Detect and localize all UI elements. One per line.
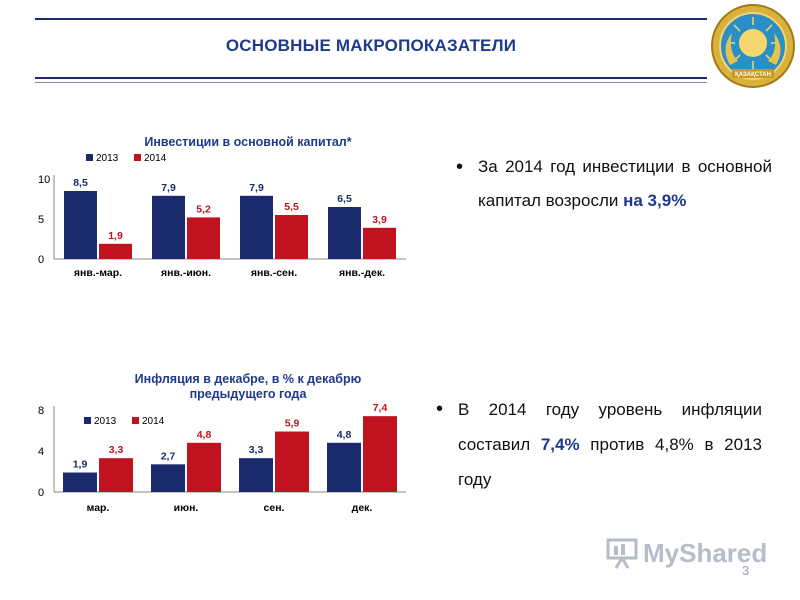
data-label: 1,9 [108,230,123,242]
data-label: 2,7 [161,450,176,462]
data-label: 7,9 [249,182,264,194]
bullet-investments: • За 2014 год инвестиции в основной капи… [456,150,772,218]
bar-2013 [327,442,361,492]
bullet-dot: • [436,398,444,420]
kazakhstan-emblem-icon: ҚАЗАҚСТАН [711,4,795,88]
data-label: 4,8 [197,429,212,441]
chart-title: Инвестиции в основной капитал* [144,135,351,149]
bar-2013 [63,472,97,492]
bar-2014 [275,431,309,492]
data-label: 3,9 [372,214,387,226]
bar-2014 [99,243,132,259]
bar-2014 [99,458,133,492]
legend-label: 2013 [96,153,119,164]
bar-2013 [152,195,185,259]
data-label: 6,5 [337,193,352,205]
bar-2013 [328,207,361,259]
x-tick-label: янв.-июн. [161,267,211,279]
bullet-investments-text: За 2014 год инвестиции в основной капита… [478,157,772,210]
bar-2014 [187,442,221,492]
y-tick-label: 10 [38,174,50,186]
y-tick-label: 8 [38,405,44,417]
data-label: 7,4 [373,402,388,414]
presentation-screen-icon [606,538,638,569]
bar-2013 [240,195,273,259]
y-tick-label: 5 [38,214,44,226]
header-rule-top [35,18,707,20]
bar-2013 [239,458,273,492]
data-label: 5,2 [196,203,211,215]
data-label: 5,5 [284,201,299,213]
legend-label: 2014 [144,153,167,164]
data-label: 5,9 [285,418,300,430]
bar-2013 [151,464,185,492]
x-tick-label: дек. [352,502,373,514]
investment-chart: Инвестиции в основной капитал* 0 5 10 2013 20… [38,135,406,279]
x-tick-label: янв.-дек. [339,267,385,279]
data-label: 8,5 [73,177,88,189]
bar-2013 [64,191,97,259]
bullet-investments-highlight: на 3,9% [623,191,687,210]
chart-title: Инфляция в декабре, в % к декабрю [135,372,362,386]
bullet-inflation-highlight: 7,4% [540,435,580,454]
legend-swatch-2013 [84,417,91,424]
data-label: 3,3 [249,444,264,456]
bullet-inflation-text-2: против 4,8% в 2013 году [458,435,763,489]
emblem-text: ҚАЗАҚСТАН [735,72,771,78]
x-tick-label: янв.-сен. [251,267,297,279]
page-title: ОСНОВНЫЕ МАКРОПОКАЗАТЕЛИ [225,36,517,55]
y-tick-label: 0 [38,254,44,266]
header-rule-bottom [35,77,707,79]
bar-2014 [187,217,220,259]
x-tick-label: июн. [174,502,199,514]
y-tick-label: 0 [38,487,44,499]
legend-label: 2013 [94,416,117,427]
legend-swatch-2014 [134,154,141,161]
watermark-text: MyShared [643,538,768,568]
inflation-chart: Инфляция в декабре, в % к декабрюпредыду… [38,372,406,514]
page-number: 3 [742,563,750,578]
chart-title: предыдущего года [190,387,308,401]
watermark: MyShared [605,536,768,572]
header-rule-bottom-thin [35,82,707,83]
x-tick-label: сен. [264,502,285,514]
bar-2014 [275,215,308,259]
bullet-inflation-text-1: В 2014 году уровень инфляции составил [458,400,762,454]
bullet-dot: • [456,156,464,178]
data-label: 1,9 [73,459,88,471]
x-tick-label: янв.-мар. [74,267,122,279]
bullet-inflation: • В 2014 году уровень инфляции составил … [436,392,763,497]
data-label: 4,8 [337,429,352,441]
data-label: 3,3 [109,444,124,456]
legend-swatch-2013 [86,154,93,161]
bar-2014 [363,227,396,259]
legend-swatch-2014 [132,417,139,424]
legend-label: 2014 [142,416,165,427]
y-tick-label: 4 [38,446,44,458]
bar-2014 [363,416,397,492]
x-tick-label: мар. [87,502,110,514]
data-label: 7,9 [161,182,176,194]
